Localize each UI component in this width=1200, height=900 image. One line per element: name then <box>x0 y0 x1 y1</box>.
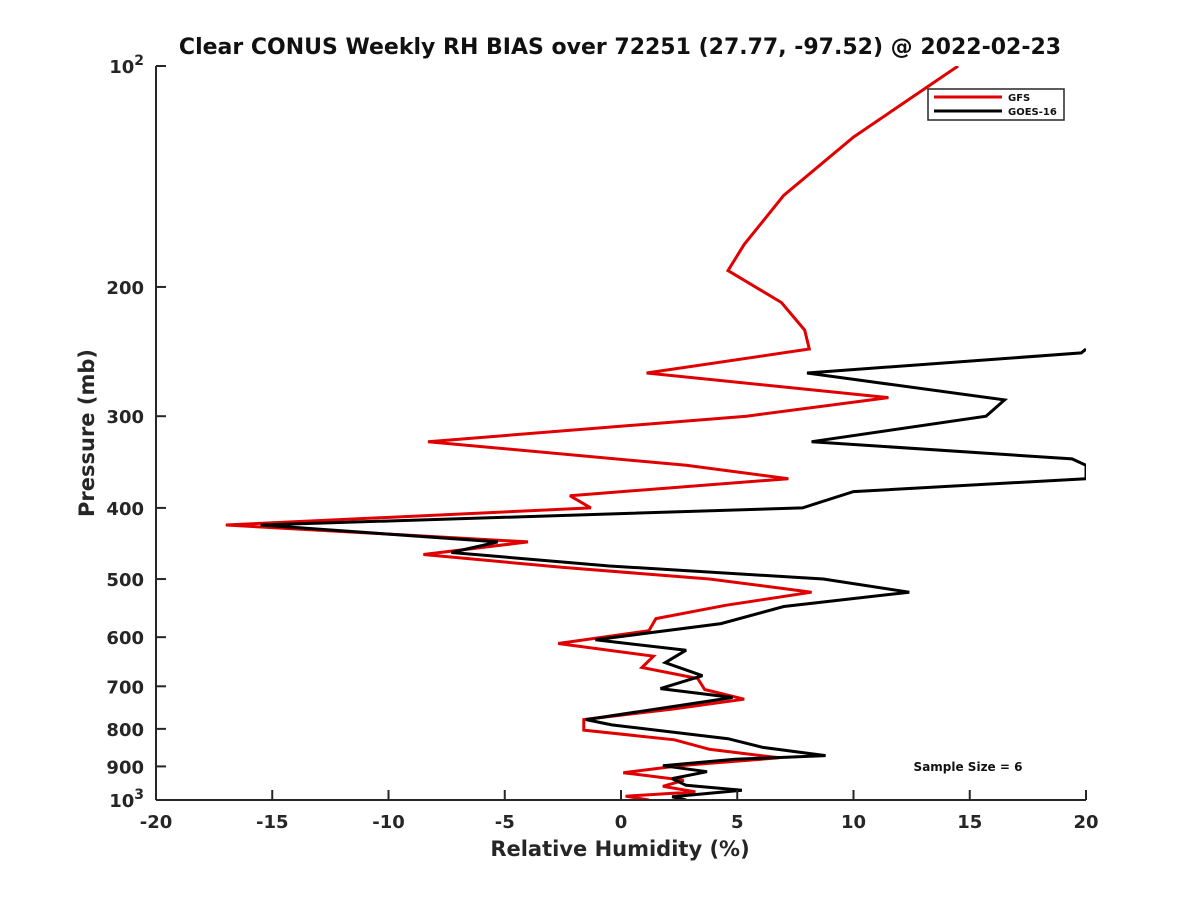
x-tick-label: -10 <box>372 812 405 833</box>
x-tick-label: -5 <box>495 812 515 833</box>
series-line-0 <box>225 66 959 800</box>
y-tick-label: 700 <box>106 677 144 698</box>
y-tick-label: 400 <box>106 499 144 520</box>
plot-area: -20 -15 -10 -5 0 5 10 15 20 102 200 300 400 500 600 700… <box>106 53 1098 833</box>
y-tick-label: 800 <box>106 720 144 741</box>
legend-box <box>927 88 1065 121</box>
y-tick-label: 200 <box>106 278 144 299</box>
y-axis-label: Pressure (mb) <box>75 349 99 517</box>
x-axis-label: Relative Humidity (%) <box>490 837 749 861</box>
x-tick-label: -15 <box>256 812 289 833</box>
y-tick-label: 600 <box>106 628 144 649</box>
x-tick-label: -20 <box>140 812 173 833</box>
y-tick-label: 103 <box>109 787 144 812</box>
x-tick-label: 10 <box>841 812 866 833</box>
y-tick-label: 500 <box>106 570 144 591</box>
sample-size-annotation: Sample Size = 6 <box>914 760 1023 774</box>
y-tick-label: 900 <box>106 757 144 778</box>
legend-entry: GOES-16 <box>1008 107 1057 118</box>
legend-entry: GFS <box>1008 93 1030 104</box>
series-line-1 <box>260 347 1086 800</box>
y-tick-label: 300 <box>106 407 144 428</box>
x-tick-label: 5 <box>731 812 744 833</box>
x-tick-label: 20 <box>1073 812 1098 833</box>
x-tick-label: 0 <box>615 812 628 833</box>
x-tick-label: 15 <box>957 812 982 833</box>
y-tick-label: 102 <box>109 53 144 78</box>
axes: -20 -15 -10 -5 0 5 10 15 20 102 200 300 400 500 600 700… <box>106 53 1098 833</box>
legend: GFS GOES-16 <box>927 88 1065 121</box>
chart-title: Clear CONUS Weekly RH BIAS over 72251 (2… <box>179 35 1061 60</box>
series-lines <box>225 66 1086 800</box>
